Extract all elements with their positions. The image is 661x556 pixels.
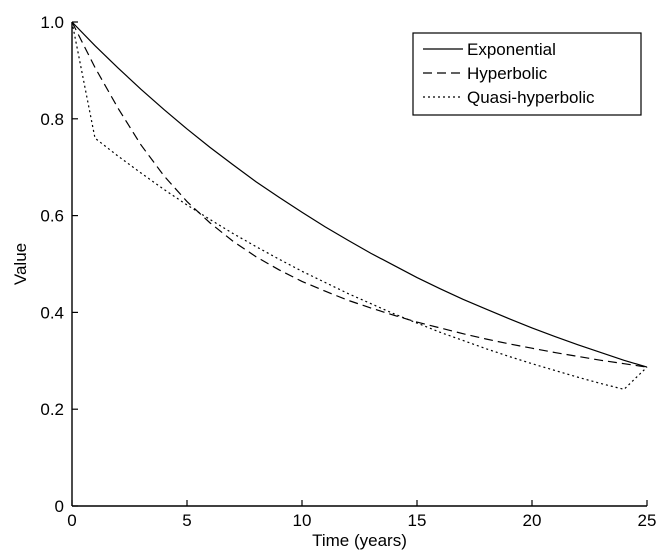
- y-tick-label: 0: [55, 497, 64, 516]
- x-tick-label: 5: [182, 511, 191, 530]
- legend-box: [412, 32, 642, 116]
- y-tick-label: 0.8: [40, 110, 64, 129]
- y-tick-label: 0.6: [40, 207, 64, 226]
- ticks-layer: 0 5 10 15 20 25 0 0.2 0.4 0.6 0.8 1.0: [40, 13, 656, 530]
- series-line-exponential: [71, 21, 648, 368]
- x-tick-label: 10: [293, 511, 312, 530]
- x-axis-title: Time (years): [312, 531, 407, 550]
- y-tick-label: 1.0: [40, 13, 64, 32]
- x-tick-label: 0: [67, 511, 76, 530]
- legend-label: Quasi-hyperbolic: [467, 88, 595, 107]
- legend-label: Hyperbolic: [467, 64, 548, 83]
- legend: Exponential Hyperbolic Quasi-hyperbolic: [412, 32, 642, 116]
- x-tick-label: 25: [638, 511, 657, 530]
- legend-label: Exponential: [467, 40, 556, 59]
- x-tick-label: 15: [408, 511, 427, 530]
- y-tick-label: 0.4: [40, 303, 64, 322]
- x-tick-label: 20: [523, 511, 542, 530]
- y-tick-label: 0.2: [40, 400, 64, 419]
- y-axis-title: Value: [11, 243, 30, 285]
- series-layer: [71, 21, 648, 391]
- series-line-hyperbolic: [71, 21, 648, 368]
